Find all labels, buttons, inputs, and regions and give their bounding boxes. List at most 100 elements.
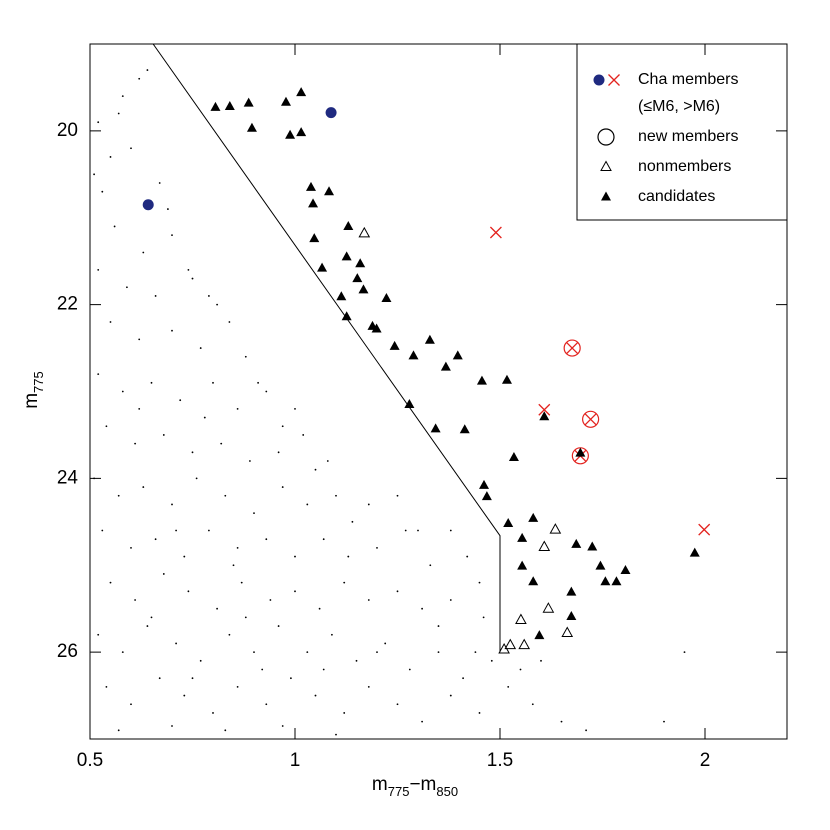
candidate-triangle: [305, 181, 316, 191]
field-point: [277, 451, 280, 454]
x-tick-label: 2: [700, 750, 711, 771]
field-point: [208, 529, 210, 532]
field-point: [183, 694, 186, 697]
field-point: [376, 546, 378, 549]
field-point: [253, 651, 255, 654]
field-point: [355, 659, 358, 662]
candidate-triangle: [308, 198, 319, 208]
new-member-circle: [563, 339, 581, 357]
field-point: [224, 729, 227, 732]
field-point: [158, 182, 161, 184]
field-point: [121, 651, 124, 654]
field-point: [437, 625, 440, 627]
field-point: [97, 121, 100, 124]
field-point: [265, 538, 268, 541]
field-point: [261, 668, 264, 671]
field-point: [130, 546, 132, 549]
field-point: [474, 651, 477, 654]
nonmember-triangle: [600, 160, 612, 171]
field-point: [343, 581, 346, 584]
field-point: [449, 529, 452, 532]
field-point: [482, 616, 485, 619]
candidate-triangle: [309, 233, 320, 243]
field-point: [294, 590, 296, 593]
nonmember-triangle: [561, 626, 574, 638]
field-point: [396, 703, 399, 706]
field-point: [154, 295, 157, 297]
field-point: [93, 477, 95, 480]
field-point: [171, 503, 173, 506]
candidate-triangle: [517, 560, 528, 570]
field-point: [171, 234, 173, 237]
x-label-part: 775: [388, 784, 410, 799]
field-point: [322, 538, 325, 541]
field-point: [421, 720, 423, 723]
candidate-triangle: [508, 452, 519, 462]
field-point: [97, 633, 100, 636]
new-member-circle: [597, 128, 615, 146]
field-point: [101, 529, 104, 532]
candidate-triangle: [476, 375, 487, 385]
candidate-triangle: [210, 101, 221, 111]
candidate-triangle: [381, 293, 392, 303]
field-point: [462, 677, 464, 680]
legend-label: candidates: [638, 188, 715, 205]
field-point: [142, 486, 145, 488]
field-point: [171, 725, 173, 727]
field-point: [236, 685, 239, 688]
field-point: [507, 685, 510, 688]
field-point: [109, 156, 112, 158]
field-point: [396, 494, 399, 497]
legend-label: Cha members: [638, 71, 738, 88]
x-label-part: −m: [409, 774, 436, 795]
legend: Cha members (≤M6, >M6) new members nonmembe…: [576, 44, 787, 221]
field-point: [540, 659, 542, 662]
candidate-triangle: [341, 251, 352, 261]
field-point: [138, 77, 141, 80]
field-point: [101, 190, 104, 193]
field-point: [302, 434, 305, 436]
nonmember-triangle: [358, 226, 371, 238]
candidate-triangle: [404, 399, 415, 409]
field-point: [314, 468, 317, 471]
field-point: [560, 720, 563, 723]
field-point: [367, 685, 370, 688]
field-point: [326, 460, 329, 462]
field-point: [417, 529, 419, 532]
field-point: [158, 677, 161, 680]
field-point: [290, 677, 292, 680]
field-point: [404, 529, 407, 532]
field-point: [306, 503, 309, 506]
field-point: [281, 486, 284, 488]
candidate-triangle: [587, 541, 598, 551]
field-point: [187, 590, 190, 593]
field-point: [224, 494, 227, 497]
field-point: [203, 416, 206, 419]
field-point: [138, 338, 141, 341]
field-point: [249, 460, 251, 462]
field-point: [663, 720, 665, 723]
field-point: [97, 268, 100, 271]
y-tick-label: 20: [57, 120, 78, 141]
field-point: [113, 225, 116, 228]
candidate-triangle: [424, 334, 435, 344]
field-point: [240, 581, 243, 584]
member-dot: [325, 107, 337, 119]
candidate-triangle: [296, 87, 307, 97]
legend-marker: [593, 74, 605, 86]
field-point: [199, 659, 202, 662]
field-point: [265, 703, 268, 706]
candidate-triangle: [689, 547, 700, 557]
field-point: [134, 442, 137, 445]
field-point: [396, 590, 399, 593]
legend-label: nonmembers: [638, 158, 731, 175]
candidate-triangle: [566, 611, 577, 621]
field-point: [449, 599, 452, 601]
field-point: [236, 546, 239, 549]
field-point: [117, 494, 120, 497]
field-point: [244, 355, 247, 358]
field-point: [314, 694, 317, 697]
nonmember-triangle: [549, 523, 562, 534]
field-point: [343, 712, 346, 714]
candidate-triangle: [285, 129, 296, 139]
